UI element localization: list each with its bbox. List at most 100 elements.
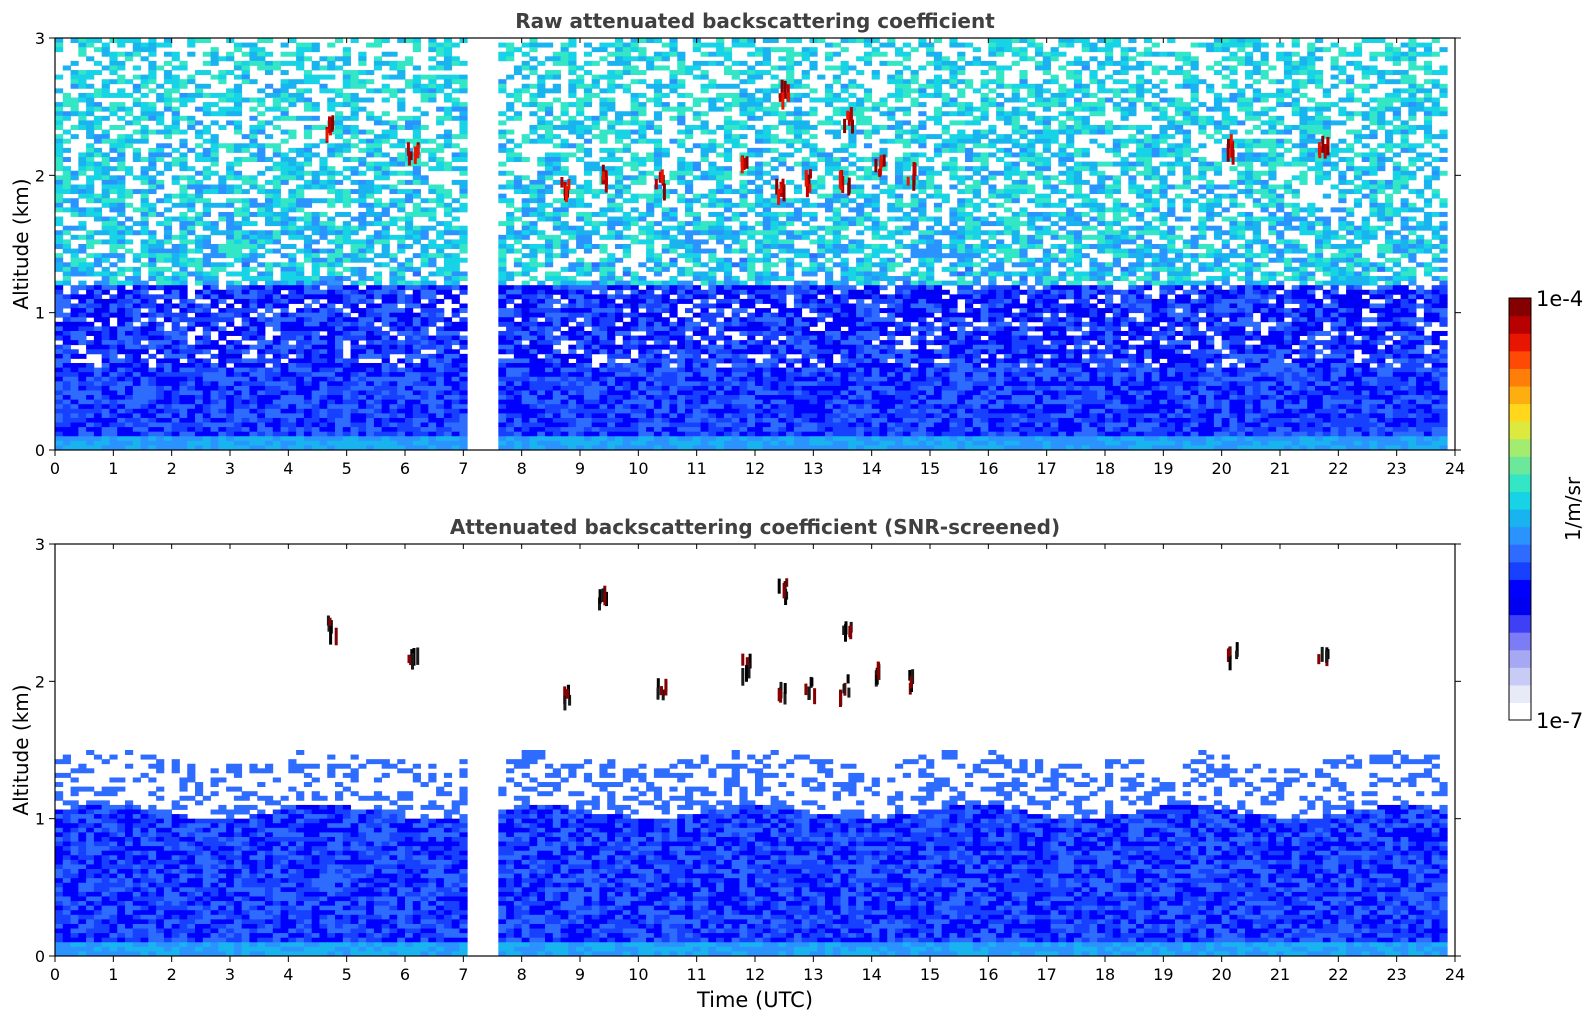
x-tick-label: 14 bbox=[861, 459, 881, 478]
colorbar-segment bbox=[1509, 526, 1531, 545]
x-tick-label: 12 bbox=[745, 459, 765, 478]
cloud-patch bbox=[842, 621, 853, 642]
cloud-patch bbox=[906, 162, 917, 191]
x-tick-label: 15 bbox=[920, 965, 940, 984]
cloud-patch bbox=[874, 661, 881, 687]
x-tick-label: 21 bbox=[1270, 965, 1290, 984]
x-tick-label: 14 bbox=[861, 965, 881, 984]
colorbar-segment bbox=[1509, 350, 1531, 369]
x-tick-label: 6 bbox=[400, 459, 410, 478]
x-tick-label: 9 bbox=[575, 965, 585, 984]
colorbar-segment bbox=[1509, 561, 1531, 580]
top-panel-title: Raw attenuated backscattering coefficien… bbox=[515, 9, 995, 33]
cloud-patch bbox=[741, 653, 752, 686]
x-tick-label: 13 bbox=[803, 459, 823, 478]
x-tick-label: 13 bbox=[803, 965, 823, 984]
x-tick-label: 23 bbox=[1386, 459, 1406, 478]
x-tick-label: 4 bbox=[283, 965, 293, 984]
x-tick-label: 21 bbox=[1270, 459, 1290, 478]
cloud-patch bbox=[326, 615, 338, 646]
cloud-patch bbox=[601, 164, 608, 193]
cloud-patch bbox=[560, 177, 571, 203]
cloud-patch bbox=[775, 178, 786, 205]
x-tick-label: 19 bbox=[1153, 965, 1173, 984]
x-tick-label: 22 bbox=[1328, 459, 1348, 478]
colorbar-gradient bbox=[1509, 298, 1531, 721]
x-tick-label: 8 bbox=[517, 459, 527, 478]
x-tick-label: 9 bbox=[575, 459, 585, 478]
colorbar-segment bbox=[1509, 456, 1531, 475]
x-tick-label: 7 bbox=[458, 459, 468, 478]
x-tick-label: 10 bbox=[628, 965, 648, 984]
colorbar-segment bbox=[1509, 684, 1531, 704]
cloud-patch bbox=[838, 170, 851, 196]
x-tick-label: 22 bbox=[1328, 965, 1348, 984]
x-tick-label: 7 bbox=[458, 965, 468, 984]
x-tick-label: 18 bbox=[1095, 965, 1115, 984]
cloud-patch bbox=[1226, 134, 1235, 165]
colorbar-segment bbox=[1509, 579, 1531, 598]
bottom-panel-title: Attenuated backscattering coefficient (S… bbox=[450, 515, 1060, 539]
colorbar-segment bbox=[1509, 368, 1531, 387]
y-tick-label: 3 bbox=[35, 29, 45, 48]
x-tick-label: 17 bbox=[1036, 965, 1056, 984]
x-tick-label: 24 bbox=[1445, 965, 1465, 984]
bottom-panel-y-axis: 0 1 2 3 bbox=[35, 535, 1461, 966]
top-panel-plot-area bbox=[55, 38, 1448, 450]
y-tick-label: 2 bbox=[35, 672, 45, 691]
cloud-patch bbox=[656, 678, 668, 701]
bottom-panel-plot-area bbox=[55, 578, 1448, 956]
x-tick-label: 1 bbox=[108, 965, 118, 984]
colorbar-segment bbox=[1509, 438, 1531, 457]
cloud-patch bbox=[407, 647, 420, 670]
top-panel: Raw attenuated backscattering coefficien… bbox=[9, 9, 1465, 478]
x-tick-label: 23 bbox=[1386, 965, 1406, 984]
y-tick-label: 1 bbox=[35, 810, 45, 829]
x-tick-label: 12 bbox=[745, 965, 765, 984]
x-tick-label: 11 bbox=[686, 459, 706, 478]
colorbar-segment bbox=[1509, 702, 1531, 721]
colorbar-segment bbox=[1509, 649, 1531, 668]
x-tick-label: 20 bbox=[1211, 459, 1231, 478]
cloud-patch bbox=[598, 585, 608, 611]
colorbar-segment bbox=[1509, 333, 1531, 352]
cloud-patch bbox=[843, 107, 854, 134]
y-tick-label: 3 bbox=[35, 535, 45, 554]
colorbar-segment bbox=[1509, 403, 1531, 422]
backscatter-field bbox=[55, 38, 1448, 450]
colorbar-segment bbox=[1509, 385, 1531, 405]
colorbar-segment bbox=[1509, 596, 1531, 616]
x-tick-label: 18 bbox=[1095, 459, 1115, 478]
colorbar: 1e-4 1e-7 1/m/sr bbox=[1508, 287, 1585, 733]
y-tick-label: 0 bbox=[35, 441, 45, 460]
cloud-patch bbox=[1226, 642, 1239, 671]
cloud-patch bbox=[874, 154, 886, 177]
cloud-patch bbox=[654, 169, 666, 201]
colorbar-segment bbox=[1509, 315, 1531, 334]
top-panel-x-axis: 0 1 2 3 4 5 6 7 8 9 10 11 12 13 14 15 16 17 18 19 20 21 22 23 24 bbox=[50, 38, 1465, 478]
y-tick-label: 0 bbox=[35, 947, 45, 966]
cloud-patch bbox=[804, 676, 817, 705]
x-tick-label: 2 bbox=[167, 459, 177, 478]
colorbar-segment bbox=[1509, 667, 1531, 686]
x-tick-label: 20 bbox=[1211, 965, 1231, 984]
x-tick-label: 10 bbox=[628, 459, 648, 478]
colorbar-segment bbox=[1509, 614, 1531, 633]
colorbar-segment bbox=[1509, 632, 1531, 651]
cloud-patch bbox=[325, 115, 335, 143]
cloud-patch bbox=[804, 169, 812, 198]
colorbar-segment bbox=[1509, 298, 1531, 317]
cloud-patch bbox=[778, 79, 791, 110]
cloud-patch bbox=[1317, 135, 1330, 159]
bottom-panel-y-axis-label: Altitude (km) bbox=[9, 684, 33, 815]
x-tick-label: 15 bbox=[920, 459, 940, 478]
colorbar-segment bbox=[1509, 421, 1531, 440]
colorbar-segment bbox=[1509, 509, 1531, 528]
backscatter-field bbox=[55, 750, 1448, 956]
x-tick-label: 8 bbox=[517, 965, 527, 984]
x-tick-label: 4 bbox=[283, 459, 293, 478]
x-tick-label: 0 bbox=[50, 459, 60, 478]
bottom-panel: Attenuated backscattering coefficient (S… bbox=[9, 515, 1465, 1012]
x-tick-label: 3 bbox=[225, 965, 235, 984]
